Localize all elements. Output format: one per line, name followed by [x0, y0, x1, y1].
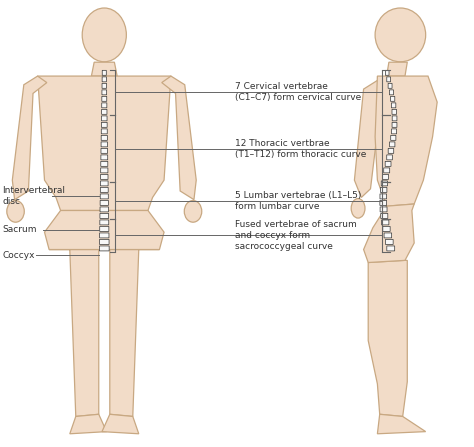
- FancyBboxPatch shape: [101, 135, 108, 140]
- FancyBboxPatch shape: [100, 174, 108, 179]
- Polygon shape: [37, 76, 171, 211]
- Polygon shape: [162, 76, 196, 200]
- Ellipse shape: [351, 198, 365, 218]
- FancyBboxPatch shape: [392, 103, 396, 108]
- Polygon shape: [91, 62, 117, 76]
- FancyBboxPatch shape: [100, 213, 109, 219]
- FancyBboxPatch shape: [381, 213, 388, 219]
- FancyBboxPatch shape: [100, 187, 108, 192]
- FancyBboxPatch shape: [101, 110, 107, 114]
- Polygon shape: [110, 249, 159, 417]
- FancyBboxPatch shape: [391, 135, 396, 140]
- FancyBboxPatch shape: [380, 200, 387, 205]
- FancyBboxPatch shape: [101, 142, 108, 147]
- FancyBboxPatch shape: [387, 246, 395, 251]
- Polygon shape: [375, 76, 437, 206]
- FancyBboxPatch shape: [384, 233, 392, 238]
- Polygon shape: [49, 249, 99, 417]
- FancyBboxPatch shape: [383, 174, 389, 179]
- FancyBboxPatch shape: [101, 155, 108, 160]
- FancyBboxPatch shape: [100, 181, 108, 186]
- Polygon shape: [70, 414, 107, 434]
- FancyBboxPatch shape: [100, 220, 109, 225]
- Polygon shape: [368, 260, 407, 417]
- Polygon shape: [355, 80, 382, 198]
- Text: 12 Thoracic vertbrae
(T1–T12) form thoracic curve: 12 Thoracic vertbrae (T1–T12) form thora…: [235, 139, 366, 159]
- FancyBboxPatch shape: [381, 181, 388, 186]
- Text: Fused vertebrae of sacrum
and coccyx form
sacrococcygeal curve: Fused vertebrae of sacrum and coccyx for…: [235, 219, 356, 251]
- FancyBboxPatch shape: [387, 155, 392, 160]
- FancyBboxPatch shape: [392, 116, 397, 121]
- FancyBboxPatch shape: [391, 97, 395, 101]
- FancyBboxPatch shape: [100, 207, 109, 212]
- FancyBboxPatch shape: [101, 116, 107, 121]
- FancyBboxPatch shape: [100, 200, 109, 205]
- FancyBboxPatch shape: [380, 194, 387, 199]
- FancyBboxPatch shape: [382, 220, 389, 225]
- FancyBboxPatch shape: [102, 70, 106, 75]
- FancyBboxPatch shape: [385, 70, 389, 75]
- FancyBboxPatch shape: [100, 227, 109, 232]
- Ellipse shape: [184, 201, 202, 222]
- Polygon shape: [12, 76, 47, 200]
- FancyBboxPatch shape: [392, 129, 397, 134]
- FancyBboxPatch shape: [383, 227, 390, 232]
- FancyBboxPatch shape: [381, 187, 387, 192]
- FancyBboxPatch shape: [102, 83, 107, 89]
- Ellipse shape: [375, 8, 426, 62]
- FancyBboxPatch shape: [388, 83, 392, 89]
- FancyBboxPatch shape: [385, 161, 391, 166]
- FancyBboxPatch shape: [102, 90, 107, 95]
- FancyBboxPatch shape: [100, 233, 109, 238]
- FancyBboxPatch shape: [100, 246, 109, 251]
- FancyBboxPatch shape: [102, 103, 107, 108]
- Polygon shape: [364, 204, 414, 262]
- FancyBboxPatch shape: [388, 148, 394, 153]
- FancyBboxPatch shape: [390, 90, 393, 95]
- Ellipse shape: [82, 8, 127, 62]
- Text: Coccyx: Coccyx: [2, 251, 35, 260]
- Text: 5 Lumbar vertebrae (L1–L5)
form lumbar curve: 5 Lumbar vertebrae (L1–L5) form lumbar c…: [235, 190, 361, 211]
- FancyBboxPatch shape: [392, 110, 397, 114]
- Polygon shape: [377, 414, 426, 434]
- Text: 7 Cervical vertebrae
(C1–C7) form cervical curve: 7 Cervical vertebrae (C1–C7) form cervic…: [235, 82, 361, 102]
- FancyBboxPatch shape: [387, 77, 391, 82]
- FancyBboxPatch shape: [101, 148, 108, 153]
- Polygon shape: [387, 62, 407, 76]
- FancyBboxPatch shape: [380, 207, 387, 212]
- FancyBboxPatch shape: [101, 161, 108, 166]
- FancyBboxPatch shape: [102, 97, 107, 101]
- FancyBboxPatch shape: [100, 168, 108, 173]
- FancyBboxPatch shape: [100, 194, 109, 199]
- FancyBboxPatch shape: [101, 122, 107, 127]
- Polygon shape: [102, 414, 139, 434]
- FancyBboxPatch shape: [385, 240, 393, 245]
- FancyBboxPatch shape: [100, 240, 109, 245]
- Polygon shape: [45, 211, 164, 249]
- FancyBboxPatch shape: [102, 77, 107, 82]
- Text: Intervertebral
disc: Intervertebral disc: [2, 186, 65, 206]
- FancyBboxPatch shape: [383, 168, 390, 173]
- FancyBboxPatch shape: [390, 142, 395, 147]
- FancyBboxPatch shape: [101, 129, 107, 134]
- Text: Sacrum: Sacrum: [2, 225, 37, 234]
- FancyBboxPatch shape: [392, 122, 397, 127]
- Ellipse shape: [7, 201, 24, 222]
